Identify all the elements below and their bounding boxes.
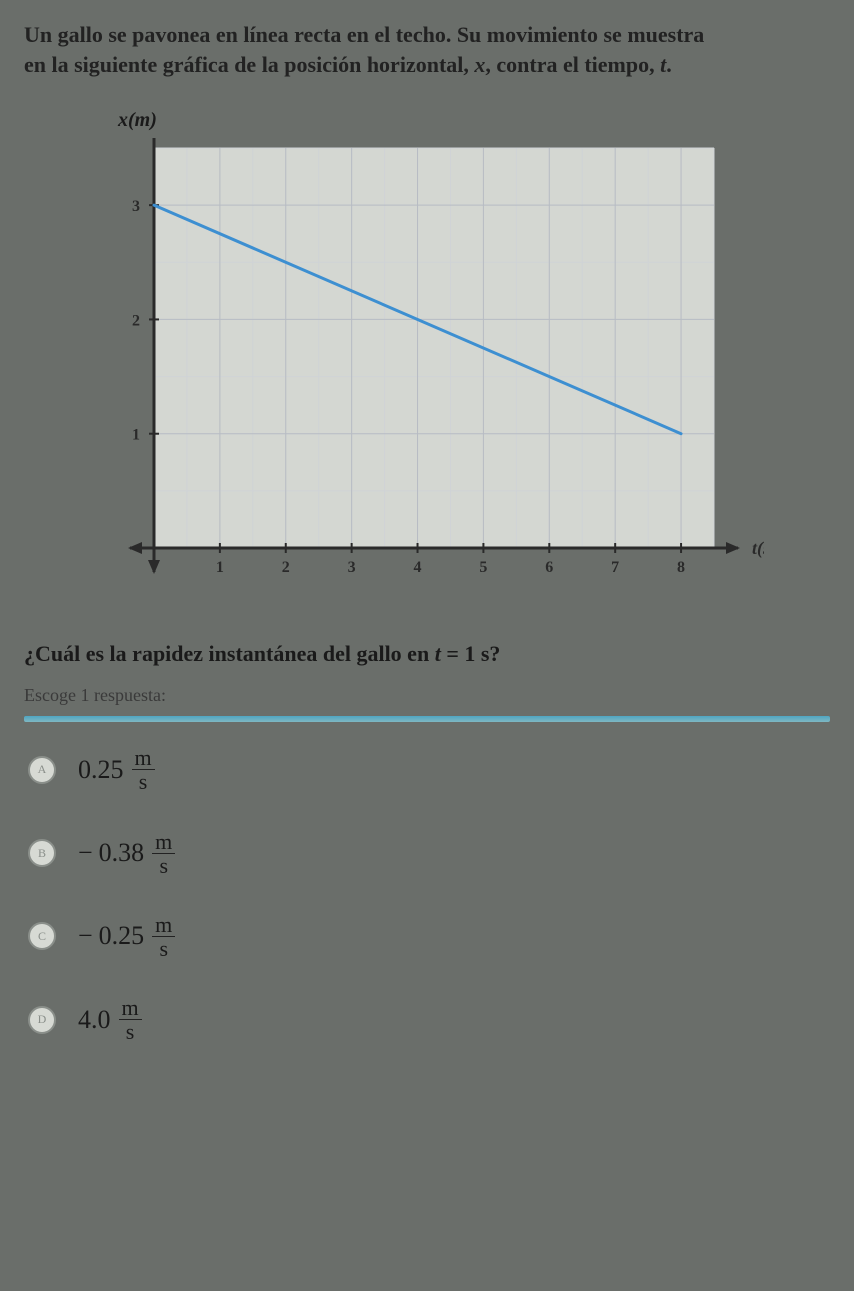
unit-numerator: m <box>152 913 175 937</box>
instruction-text: Escoge 1 respuesta: <box>24 685 830 706</box>
svg-text:t(s): t(s) <box>752 538 764 559</box>
svg-text:5: 5 <box>479 559 487 576</box>
answer-number: 0.38 <box>99 838 145 868</box>
unit-denominator: s <box>136 770 151 793</box>
answer-radio[interactable]: B <box>28 839 56 867</box>
svg-text:7: 7 <box>611 559 619 576</box>
answer-sign: − <box>78 838 93 868</box>
svg-text:3: 3 <box>348 559 356 576</box>
answer-option[interactable]: C−0.25ms <box>28 913 830 960</box>
unit-denominator: s <box>123 1020 138 1043</box>
answer-unit-fraction: ms <box>119 996 142 1043</box>
answer-unit-fraction: ms <box>132 746 155 793</box>
question-eq: = 1 s? <box>441 641 501 666</box>
answer-unit-fraction: ms <box>152 913 175 960</box>
answer-number: 0.25 <box>99 921 145 951</box>
problem-var-x: x <box>474 52 485 77</box>
answers-divider <box>24 716 830 722</box>
answers-list: A0.25msB−0.38msC−0.25msD4.0ms <box>24 746 830 1043</box>
problem-statement: Un gallo se pavonea en línea recta en el… <box>24 20 830 79</box>
unit-numerator: m <box>152 830 175 854</box>
problem-line1: Un gallo se pavonea en línea recta en el… <box>24 22 704 47</box>
answer-option[interactable]: D 4.0 ms <box>28 996 830 1043</box>
answer-option[interactable]: A 0.25 ms <box>28 746 830 793</box>
unit-denominator: s <box>156 937 171 960</box>
svg-text:8: 8 <box>677 559 685 576</box>
answer-number: 0.25 <box>78 755 124 785</box>
answer-sign: − <box>78 921 93 951</box>
unit-numerator: m <box>119 996 142 1020</box>
answer-number: 4.0 <box>78 1005 111 1035</box>
answer-radio[interactable]: A <box>28 756 56 784</box>
svg-text:1: 1 <box>132 427 140 444</box>
unit-denominator: s <box>156 854 171 877</box>
unit-numerator: m <box>132 746 155 770</box>
svg-text:3: 3 <box>132 199 140 216</box>
answer-radio[interactable]: C <box>28 922 56 950</box>
chart-container: x(m) 1 2 3 4 5 6 7 8 1 2 3 t(s) <box>114 109 830 613</box>
svg-text:1: 1 <box>216 559 224 576</box>
answer-value: 4.0 ms <box>78 996 142 1043</box>
problem-line2-suffix: . <box>666 52 672 77</box>
answer-value: 0.25 ms <box>78 746 155 793</box>
question-text: ¿Cuál es la rapidez instantánea del gall… <box>24 641 830 667</box>
question-prefix: ¿Cuál es la rapidez instantánea del gall… <box>24 641 435 666</box>
svg-text:4: 4 <box>414 559 422 576</box>
position-time-chart: 1 2 3 4 5 6 7 8 1 2 3 t(s) <box>114 138 764 608</box>
problem-line2-mid: , contra el tiempo, <box>485 52 660 77</box>
chart-ylabel: x(m) <box>118 109 830 132</box>
svg-text:6: 6 <box>545 559 553 576</box>
answer-option[interactable]: B−0.38ms <box>28 830 830 877</box>
answer-radio[interactable]: D <box>28 1006 56 1034</box>
svg-text:2: 2 <box>282 559 290 576</box>
answer-unit-fraction: ms <box>152 830 175 877</box>
svg-text:2: 2 <box>132 313 140 330</box>
problem-line2-prefix: en la siguiente gráfica de la posición h… <box>24 52 474 77</box>
answer-value: −0.25ms <box>78 913 175 960</box>
answer-value: −0.38ms <box>78 830 175 877</box>
